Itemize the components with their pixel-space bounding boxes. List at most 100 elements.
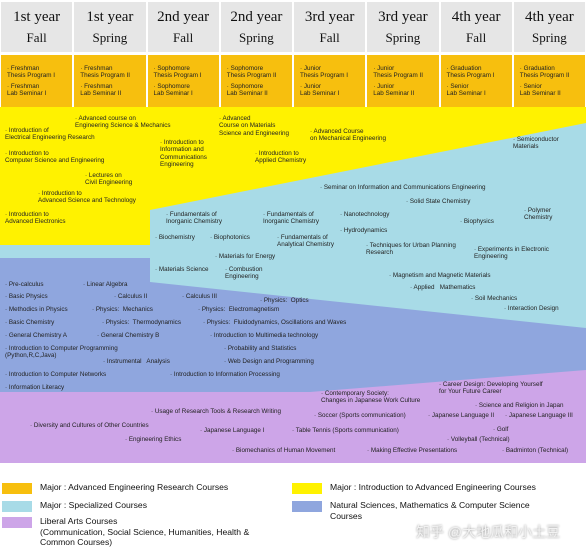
liberal-course: · Engineering Ethics xyxy=(125,436,182,443)
thesis-program: · Junior Thesis Program II xyxy=(373,65,423,80)
year-label: 3rd year xyxy=(304,9,355,25)
legend-label: Major : Introduction to Advanced Enginee… xyxy=(330,482,536,492)
year-label: 1st year xyxy=(86,9,134,25)
intro-major-course: · Introduction of Electrical Engineering… xyxy=(5,127,95,142)
thesis-program: · Graduation Thesis Program II xyxy=(519,65,570,80)
science-course: · Pre-calculus xyxy=(5,281,44,288)
thesis-cell: · Junior Thesis Program I · Junior Lab Se… xyxy=(294,55,366,107)
liberal-course: · Table Tennis (Sports communication) xyxy=(292,427,399,434)
thesis-program: · Junior Thesis Program I xyxy=(300,65,348,80)
legend-label: Natural Sciences, Mathematics & Computer… xyxy=(330,500,530,521)
term-label: Spring xyxy=(532,30,567,45)
science-course: · Calculus III xyxy=(182,293,217,300)
intro-major-course: · Introduction to Information and Commun… xyxy=(160,139,207,169)
band-layer xyxy=(0,107,586,463)
specialized-course: · Solid State Chemistry xyxy=(406,198,471,205)
science-course: · Introduction to Multimedia technology xyxy=(210,332,319,339)
liberal-course: · Usage of Research Tools & Research Wri… xyxy=(151,408,281,415)
liberal-course: · Diversity and Cultures of Other Countr… xyxy=(30,422,149,429)
science-course: · Calculus II xyxy=(114,293,148,300)
science-course: · Web Design and Programming xyxy=(224,358,314,365)
thesis-cell: · Sophomore Thesis Program II · Sophomore… xyxy=(220,55,292,107)
intro-major-course: · Introduction to Computer Science and E… xyxy=(5,150,105,165)
science-band xyxy=(0,258,586,392)
lab-seminar: · Junior Lab Seminar I xyxy=(300,83,340,98)
liberal-band xyxy=(0,370,586,463)
year-label: 1st year xyxy=(13,9,61,25)
specialized-course: · Biophysics xyxy=(460,218,494,225)
specialized-course: · Applied Mathematics xyxy=(410,284,476,291)
year-label: 3rd year xyxy=(378,9,428,25)
specialized-course: · Semiconductor Materials xyxy=(513,136,559,151)
specialized-course: · Interaction Design xyxy=(504,305,559,312)
intro-major-course: · Lectures on Civil Engineering xyxy=(85,172,133,187)
specialized-course: · Fundamentals of Inorganic Chemistry xyxy=(263,211,319,226)
science-course: · Physics: Mechanics xyxy=(92,306,153,313)
liberal-course: · Japanese Language II xyxy=(428,412,495,419)
legend-swatch xyxy=(292,483,322,494)
specialized-course: · Materials for Energy xyxy=(215,253,276,260)
liberal-course: · Volleyball (Technical) xyxy=(447,436,510,443)
science-course: · General Chemistry B xyxy=(97,332,160,339)
term-label: Spring xyxy=(239,30,274,45)
liberal-course: · Japanese Language III xyxy=(505,412,573,419)
lab-seminar: · Sophomore Lab Seminar II xyxy=(226,83,268,98)
liberal-course: · Career Design: Developing Yourself for… xyxy=(439,381,543,396)
intro-major-course: · Advanced course on Engineering Science… xyxy=(75,115,171,130)
specialized-course: · Nanotechnology xyxy=(340,211,390,218)
specialized-course: · Soil Mechanics xyxy=(471,295,518,302)
liberal-course: · Badminton (Technical) xyxy=(502,447,569,454)
science-course: · Methodics in Physics xyxy=(5,306,68,313)
legend-swatch xyxy=(2,517,32,528)
thesis-cell: · Graduation Thesis Program II · Senior L… xyxy=(513,55,585,107)
term-header: 2nd year Spring xyxy=(220,2,292,52)
thesis-program: · Sophomore Thesis Program I xyxy=(153,65,202,80)
science-course: · Introduction to Computer Programming (… xyxy=(5,345,118,360)
year-label: 2nd year xyxy=(230,9,283,25)
lab-seminar: · Senior Lab Seminar II xyxy=(519,83,561,98)
term-label: Spring xyxy=(385,30,421,45)
year-label: 4th year xyxy=(525,9,574,25)
legend-label: Major : Specialized Courses xyxy=(40,500,147,510)
specialized-course: · Hydrodynamics xyxy=(340,227,388,234)
legend-swatch xyxy=(2,483,32,494)
term-label: Fall xyxy=(26,30,47,45)
specialized-course: · Combustion Engineering xyxy=(225,266,263,281)
liberal-course: · Japanese Language I xyxy=(200,427,265,434)
science-course: · Introduction to Computer Networks xyxy=(5,371,107,378)
science-course: · Instrumental Analysis xyxy=(103,358,170,365)
science-course: · Physics: Electromagnetism xyxy=(198,306,280,313)
term-header: 4th year Fall xyxy=(440,2,512,52)
intro-major-course: · Introduction to Advanced Electronics xyxy=(5,211,66,226)
specialized-course: · Fundamentals of Inorganic Chemistry xyxy=(166,211,222,226)
specialized-course: · Polymer Chemistry xyxy=(524,207,553,222)
liberal-course: · Making Effective Presentations xyxy=(367,447,458,454)
term-header: 4th year Spring xyxy=(513,2,585,52)
specialized-course: · Magnetism and Magnetic Materials xyxy=(389,272,491,279)
science-course: · General Chemistry A xyxy=(5,332,67,339)
science-course: · Physics: Fluidodynamics, Oscillations … xyxy=(203,319,347,326)
science-course: · Information Literacy xyxy=(5,384,65,391)
science-course: · Linear Algebra xyxy=(83,281,128,288)
term-header: 1st year Fall xyxy=(1,2,73,52)
term-header: 2nd year Fall xyxy=(147,2,219,52)
legend-label: Liberal Arts Courses (Communication, Soc… xyxy=(40,516,250,547)
legend-swatch xyxy=(292,501,322,512)
term-header: 3rd year Spring xyxy=(367,2,439,52)
liberal-course: · Science and Religion in Japan xyxy=(475,402,564,409)
term-header: 3rd year Fall xyxy=(294,2,366,52)
thesis-program: · Sophomore Thesis Program II xyxy=(226,65,277,80)
science-course: · Probability and Statistics xyxy=(224,345,297,352)
thesis-cell: · Freshman Thesis Program II · Freshman L… xyxy=(74,55,146,107)
lab-seminar: · Freshman Lab Seminar I xyxy=(7,83,47,98)
term-label: Fall xyxy=(173,30,194,45)
thesis-program: · Freshman Thesis Program I xyxy=(7,65,55,80)
thesis-program: · Graduation Thesis Program I xyxy=(446,65,495,80)
thesis-cell: · Graduation Thesis Program I · Senior La… xyxy=(440,55,512,107)
term-label: Fall xyxy=(319,30,340,45)
thesis-program: · Freshman Thesis Program II xyxy=(80,65,130,80)
term-label: Fall xyxy=(466,30,487,45)
specialized-course: · Techniques for Urban Planning Research xyxy=(366,242,456,257)
intro-major-course: · Advanced Course on Materials Science a… xyxy=(219,115,290,137)
specialized-course: · Fundamentals of Analytical Chemistry xyxy=(277,234,335,249)
